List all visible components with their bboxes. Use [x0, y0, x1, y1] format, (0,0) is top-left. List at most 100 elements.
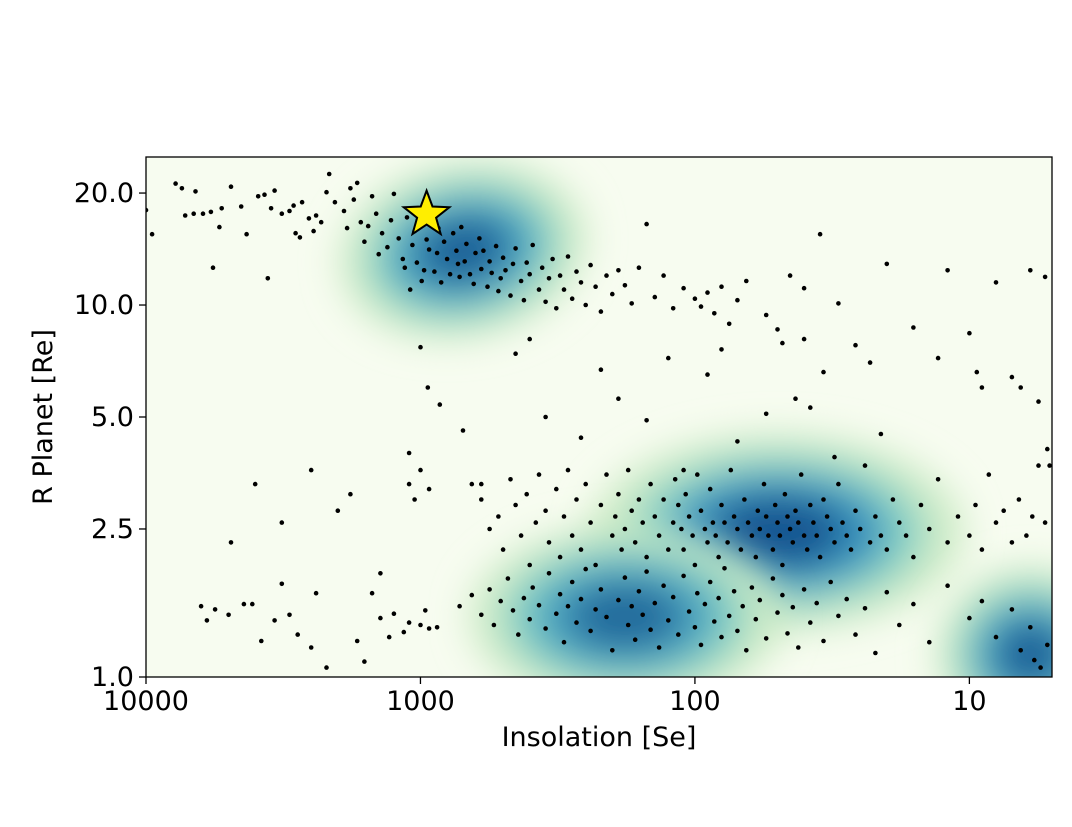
data-point	[598, 367, 604, 373]
data-point	[610, 291, 615, 297]
data-point	[801, 336, 807, 342]
data-point	[716, 595, 721, 601]
data-point	[625, 467, 631, 473]
data-point	[554, 486, 559, 492]
data-point	[801, 533, 807, 538]
data-point	[173, 181, 178, 186]
data-point	[241, 601, 247, 607]
data-point	[500, 547, 506, 552]
data-point	[557, 591, 563, 597]
data-point	[640, 520, 645, 525]
data-point	[418, 344, 423, 350]
data-point	[808, 502, 813, 508]
data-point	[770, 576, 776, 581]
data-point	[485, 284, 490, 290]
density-background	[146, 157, 1052, 677]
data-point	[695, 472, 700, 477]
data-point	[244, 231, 249, 237]
data-point	[479, 497, 484, 502]
data-point	[561, 639, 567, 645]
scatter-points	[146, 171, 1052, 670]
data-point	[644, 569, 649, 574]
data-point	[210, 265, 216, 271]
data-point	[775, 520, 780, 525]
data-point	[993, 634, 999, 640]
data-point	[565, 467, 571, 473]
data-point	[293, 230, 298, 236]
data-point	[632, 637, 638, 642]
data-point	[508, 477, 513, 482]
data-point	[426, 247, 432, 252]
data-point	[735, 526, 740, 532]
data-point	[598, 587, 604, 592]
data-point	[385, 244, 390, 250]
data-point	[306, 216, 312, 221]
data-point	[648, 481, 653, 487]
data-point	[757, 597, 763, 603]
data-point	[780, 340, 785, 346]
data-point	[518, 278, 524, 284]
data-point	[434, 625, 440, 630]
data-point	[726, 613, 732, 619]
data-point	[1018, 648, 1023, 653]
data-point	[616, 268, 621, 273]
data-point	[702, 601, 708, 607]
data-point	[505, 576, 511, 581]
data-point	[828, 526, 833, 532]
data-point	[661, 273, 666, 278]
data-point	[513, 502, 518, 508]
data-point	[683, 491, 688, 497]
data-point	[725, 540, 730, 545]
data-point	[670, 306, 676, 311]
data-point	[911, 601, 916, 607]
data-point	[348, 491, 353, 497]
data-point	[911, 325, 916, 330]
data-point	[804, 547, 810, 552]
data-point	[376, 251, 382, 257]
data-point	[796, 520, 801, 525]
data-point	[487, 526, 492, 532]
data-point	[574, 620, 579, 625]
data-point	[464, 241, 469, 247]
data-point	[527, 562, 532, 568]
data-point	[487, 587, 492, 592]
data-point	[513, 351, 518, 357]
data-point	[344, 225, 350, 231]
data-point	[479, 481, 484, 487]
data-point	[793, 508, 798, 513]
data-point	[565, 603, 571, 609]
data-point	[454, 248, 459, 253]
data-point	[974, 369, 980, 375]
y-axis-ticks: 1.0 2.5 5.0 10.0 20.0	[74, 178, 146, 693]
data-point	[487, 259, 492, 264]
data-point	[1016, 497, 1022, 502]
data-point	[543, 508, 548, 513]
data-point	[406, 620, 412, 625]
data-point	[1032, 657, 1037, 663]
data-point	[455, 261, 461, 267]
data-point	[1045, 642, 1050, 648]
data-point	[191, 211, 196, 216]
data-point	[753, 554, 759, 560]
data-point	[1036, 463, 1041, 468]
data-point	[299, 199, 305, 205]
data-point	[763, 514, 769, 519]
data-point	[832, 454, 837, 460]
data-point	[479, 612, 484, 618]
data-point	[578, 435, 584, 441]
data-point	[462, 259, 468, 264]
data-point	[744, 648, 749, 653]
data-point	[421, 268, 427, 273]
data-point	[259, 638, 264, 644]
data-point	[710, 520, 716, 525]
data-point	[604, 273, 609, 278]
data-point	[817, 231, 823, 237]
data-point	[308, 645, 314, 650]
data-point	[543, 626, 548, 631]
data-point	[362, 239, 367, 244]
data-point	[735, 628, 740, 634]
data-point	[648, 627, 653, 632]
data-point	[471, 281, 477, 287]
data-point	[672, 477, 678, 482]
